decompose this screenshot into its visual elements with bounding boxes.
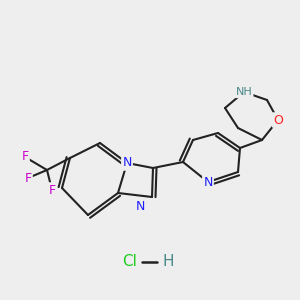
Text: F: F — [48, 184, 56, 196]
Text: N: N — [135, 200, 145, 214]
Text: H: H — [162, 254, 174, 269]
Text: N: N — [122, 157, 132, 169]
Text: O: O — [273, 113, 283, 127]
Text: NH: NH — [236, 87, 252, 97]
Text: F: F — [24, 172, 32, 184]
Text: F: F — [21, 151, 28, 164]
Text: Cl: Cl — [123, 254, 137, 269]
Text: N: N — [203, 176, 213, 188]
